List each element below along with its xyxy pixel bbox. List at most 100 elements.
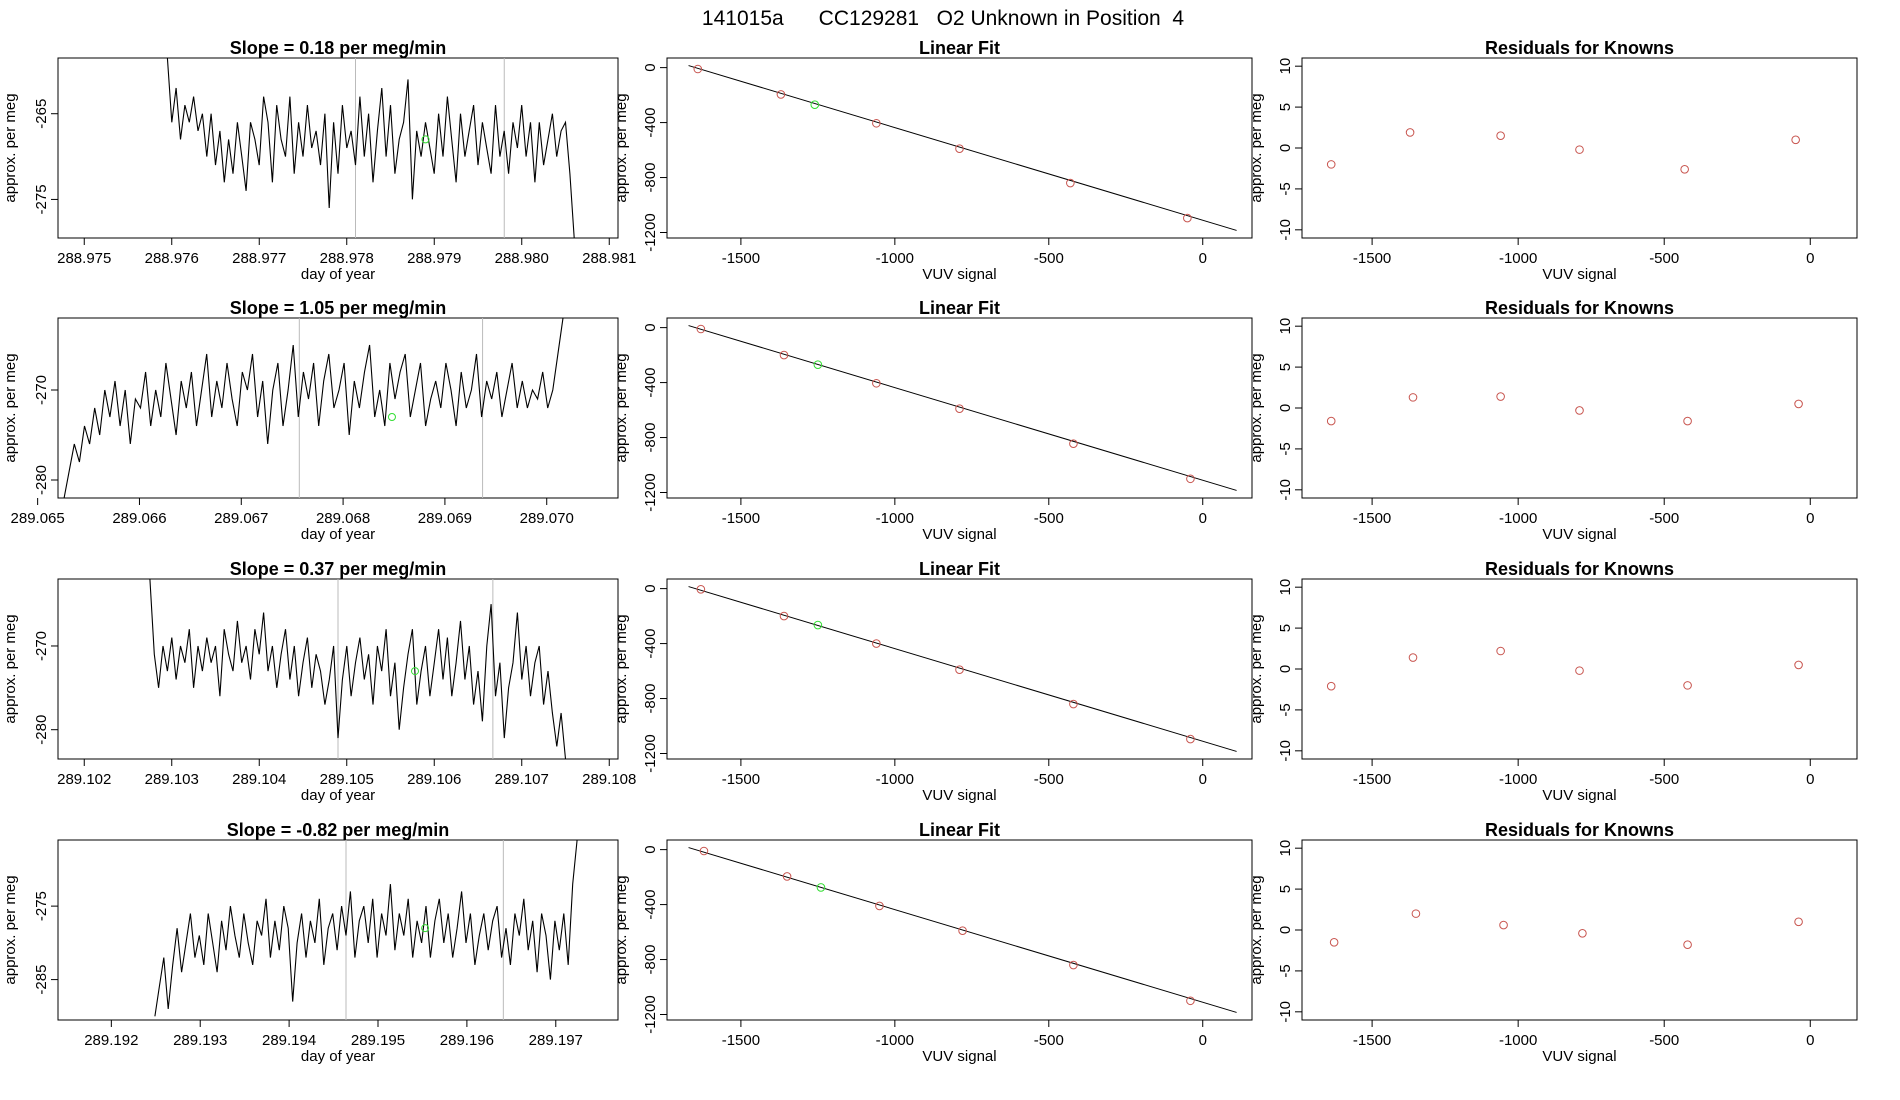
data-point: [1186, 996, 1195, 1006]
data-point: [1069, 960, 1078, 970]
x-tick-label: -1000: [1499, 1032, 1537, 1049]
x-tick-label: -500: [1649, 1032, 1679, 1049]
y-tick-label: -5: [1277, 703, 1294, 716]
chart-title: Slope = -0.82 per meg/min: [227, 820, 450, 840]
plot-frame: [57, 839, 619, 1021]
plot-frame: [666, 578, 1253, 760]
data-point: [1794, 917, 1803, 927]
plot-frame: [57, 57, 619, 239]
x-tick-label: 289.195: [351, 1032, 405, 1049]
x-tick-label: -1500: [1353, 510, 1391, 527]
data-point: [1496, 131, 1505, 141]
x-axis-label: VUV signal: [1542, 787, 1616, 804]
plot-area: [688, 585, 1237, 752]
x-axis-label: day of year: [301, 526, 375, 543]
data-point: [1069, 439, 1078, 449]
x-tick-label: 0: [1806, 1032, 1814, 1049]
x-tick-label: -500: [1034, 1032, 1064, 1049]
x-axis-label: VUV signal: [922, 526, 996, 543]
data-point: [1326, 416, 1336, 426]
x-tick-label: 288.976: [145, 250, 199, 267]
x-tick-label: -1000: [876, 250, 914, 267]
x-tick-label: -1000: [1499, 250, 1537, 267]
chart-panel: Residuals for Knowns -1500 -1000 -500 0 VUV s…: [1248, 820, 1858, 1065]
y-axis-label: approx. per meg: [1248, 93, 1265, 202]
x-tick-label: 288.975: [57, 250, 111, 267]
y-tick-label: -400: [642, 108, 659, 138]
x-tick-label: -1000: [1499, 510, 1537, 527]
x-tick-label: -500: [1034, 510, 1064, 527]
x-tick-label: -500: [1034, 771, 1064, 788]
y-tick-label: -265: [33, 99, 50, 129]
plot-area: [166, 58, 583, 238]
unknown-mean-point: [411, 667, 419, 676]
x-axis-label: day of year: [301, 266, 375, 283]
x-tick-label: 289.070: [520, 510, 574, 527]
chart-title: Linear Fit: [919, 38, 1000, 58]
y-tick-label: -10: [1277, 219, 1294, 241]
x-tick-label: 0: [1199, 771, 1207, 788]
x-tick-label: 289.067: [214, 510, 268, 527]
plot-area: [1326, 646, 1803, 691]
unknown-mean-point: [421, 135, 430, 144]
y-tick-label: -5: [1277, 182, 1294, 195]
data-point: [782, 872, 792, 881]
data-point: [958, 926, 967, 935]
y-axis-label: approx. per meg: [2, 875, 19, 984]
data-point: [1069, 699, 1078, 709]
plot-frame: [666, 839, 1253, 1021]
signal-series-line: [154, 840, 578, 1017]
panel-grid: Slope = 0.18 per meg/min 288.975 288.976 28…: [2, 38, 1858, 1065]
chart-title: Linear Fit: [919, 559, 1000, 579]
fit-line: [688, 65, 1237, 231]
x-tick-label: 289.104: [232, 771, 286, 788]
x-tick-label: -1000: [876, 1032, 914, 1049]
y-tick-label: -280: [33, 715, 50, 745]
data-point: [776, 90, 786, 99]
x-tick-label: -1500: [1353, 1032, 1391, 1049]
x-tick-label: -500: [1649, 771, 1679, 788]
x-tick-label: 289.066: [112, 510, 166, 527]
unknown-point: [810, 100, 820, 110]
y-tick-label: 0: [1277, 404, 1294, 412]
y-axis-label: approx. per meg: [2, 614, 19, 723]
chart-panel: Linear Fit -1500 -1000 -500 0 VUV signal 0 -400…: [613, 298, 1253, 543]
y-tick-label: -400: [642, 890, 659, 920]
data-point: [872, 378, 881, 388]
y-tick-label: -275: [33, 891, 50, 921]
x-tick-label: 288.978: [320, 250, 374, 267]
x-tick-label: 289.105: [320, 771, 374, 788]
y-axis-label: approx. per meg: [613, 93, 630, 202]
data-point: [1683, 681, 1692, 690]
data-point: [1496, 392, 1505, 401]
chart-title: Linear Fit: [919, 298, 1000, 318]
y-tick-label: 0: [1277, 665, 1294, 673]
x-tick-label: 288.977: [232, 250, 286, 267]
y-tick-label: -10: [1277, 1001, 1294, 1023]
y-tick-label: 10: [1277, 579, 1294, 596]
signal-series-line: [166, 58, 583, 238]
y-tick-label: -800: [642, 684, 659, 714]
x-tick-label: 289.102: [57, 771, 111, 788]
x-tick-label: 289.065: [11, 510, 65, 527]
data-point: [699, 846, 709, 856]
data-point: [1329, 937, 1339, 947]
unknown-mean-point: [421, 924, 430, 933]
signal-series-line: [149, 579, 570, 759]
y-axis-label: approx. per meg: [613, 875, 630, 984]
chart-panel: Slope = 0.37 per meg/min 289.102 289.103 28…: [2, 559, 636, 804]
y-tick-label: -270: [33, 375, 50, 405]
figure-title: 141015a CC129281 O2 Unknown in Position …: [702, 7, 1184, 30]
y-tick-label: 5: [1277, 624, 1294, 632]
x-tick-label: -500: [1649, 510, 1679, 527]
data-point: [1411, 909, 1421, 918]
y-tick-label: 0: [1277, 926, 1294, 934]
plot-area: [149, 579, 570, 759]
x-axis-label: VUV signal: [922, 787, 996, 804]
y-axis-label: approx. per meg: [1248, 875, 1265, 984]
y-axis-label: approx. per meg: [613, 614, 630, 723]
data-point: [1575, 145, 1584, 154]
y-tick-label: 0: [642, 584, 659, 592]
chart-title: Slope = 1.05 per meg/min: [230, 298, 447, 318]
fit-line: [688, 847, 1237, 1013]
